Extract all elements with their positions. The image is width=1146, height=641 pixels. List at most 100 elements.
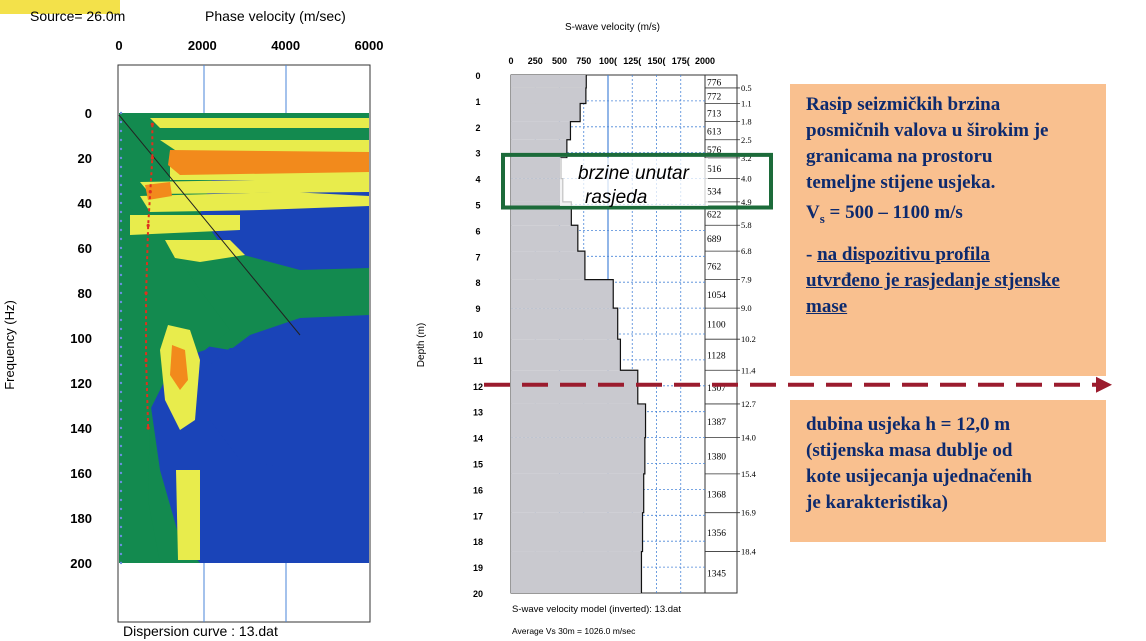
callout-bottom-line4: je karakteristika) xyxy=(806,492,948,513)
depth-boundary-value: 3.2 xyxy=(741,153,752,163)
right-ytick-label: 14 xyxy=(473,434,483,444)
dispersion-curve-point xyxy=(144,291,148,295)
frequency-sample-dot xyxy=(119,300,123,304)
frequency-sample-dot xyxy=(119,309,123,313)
vs-profile-chart: S-wave velocity (m/s) 0 250 500 750 100(125(… xyxy=(416,22,1112,636)
right-ytick-label: 10 xyxy=(473,330,483,340)
frequency-sample-dot xyxy=(119,219,123,223)
right-ytick-label: 19 xyxy=(473,563,483,573)
frequency-sample-dot xyxy=(119,489,123,493)
left-ytick-label: 140 xyxy=(70,421,92,436)
frequency-sample-dot xyxy=(119,138,123,142)
right-ytick-label: 18 xyxy=(473,537,483,547)
left-ytick-label: 40 xyxy=(78,196,92,211)
vs-layer-value: 689 xyxy=(707,235,722,245)
callout-top-bullet: - na dispozitivu profila xyxy=(806,242,1094,268)
frequency-sample-dot xyxy=(119,417,123,421)
vs-range-value: = 500 – 1100 m/s xyxy=(824,202,963,223)
callout-top-line3: granicama na prostoru xyxy=(806,146,993,167)
depth-boundary-value: 14.0 xyxy=(741,433,756,443)
right-ytick-label: 12 xyxy=(473,382,483,392)
right-xtick-label: 125( xyxy=(623,56,641,66)
vs-layer-value: 622 xyxy=(707,211,722,221)
vs-layer-fill xyxy=(511,103,581,122)
vs-layer-value: 576 xyxy=(707,146,722,156)
dispersion-curve-point xyxy=(146,223,150,228)
right-xtick-label: 750 xyxy=(576,56,591,66)
frequency-sample-dot xyxy=(119,246,123,250)
frequency-sample-dot xyxy=(119,327,123,331)
depth-boundary-value: 12.7 xyxy=(741,399,756,409)
vs-layer-value: 1307 xyxy=(707,384,726,394)
vs-layer-value: 1100 xyxy=(707,321,726,331)
left-ytick-label: 100 xyxy=(70,331,92,346)
frequency-sample-dot xyxy=(119,192,123,196)
frequency-sample-dot xyxy=(119,291,123,295)
vs-layer-fill xyxy=(511,339,621,371)
vs-step-line xyxy=(560,75,647,593)
source-label: Source= 26.0m xyxy=(30,8,125,24)
frequency-sample-dot xyxy=(119,183,123,187)
vs-layer-fill xyxy=(511,75,587,88)
frequency-sample-dot xyxy=(119,129,123,133)
frequency-sample-dot xyxy=(119,165,123,169)
right-ytick-label: 16 xyxy=(473,485,483,495)
vs-layer-fill xyxy=(511,437,645,474)
right-ytick-label: 5 xyxy=(475,201,480,211)
bullet-line1: na dispozitivu profila xyxy=(817,243,990,265)
depth-boundary-value: 18.4 xyxy=(741,547,757,557)
frequency-sample-dot xyxy=(119,543,123,547)
vs-caption: S-wave velocity model (inverted): 13.dat xyxy=(512,604,681,615)
right-xtick-label: 175( xyxy=(672,56,690,66)
vs-symbol: V xyxy=(806,202,820,223)
frequency-sample-dot xyxy=(119,498,123,502)
left-ytick-label: 0 xyxy=(85,106,92,121)
callout-bottom-line1: dubina usjeka h = 12,0 m xyxy=(806,414,1011,435)
dispersion-curve-point xyxy=(144,358,148,363)
vs-layer-value: 1054 xyxy=(707,291,726,301)
right-ytick-label: 13 xyxy=(473,408,483,418)
frequency-sample-dot xyxy=(119,282,123,286)
vs-layer-fill xyxy=(511,473,644,513)
right-ytick-label: 6 xyxy=(475,226,480,236)
left-ytick-label: 180 xyxy=(70,511,92,526)
vs-layer-fill xyxy=(511,308,618,340)
heatmap-orange-band xyxy=(168,150,369,175)
frequency-sample-dot xyxy=(119,480,123,484)
right-ytick-label: 20 xyxy=(473,589,483,599)
left-ytick-label: 200 xyxy=(70,556,92,571)
vs-layer-value: 762 xyxy=(707,262,722,272)
frequency-sample-dot xyxy=(119,318,123,322)
bullet-line2: utvrđeno je rasjedanje stjenske xyxy=(806,269,1060,291)
right-ytick-label: 2 xyxy=(475,123,480,133)
frequency-sample-dot xyxy=(119,363,123,367)
left-xtick-label: 4000 xyxy=(271,38,300,53)
frequency-sample-dot xyxy=(119,345,123,349)
frequency-sample-dot xyxy=(119,507,123,511)
left-ytick-label: 20 xyxy=(78,151,92,166)
frequency-sample-dot xyxy=(119,381,123,385)
frequency-sample-dot xyxy=(119,210,123,214)
vs-average: Average Vs 30m = 1026.0 m/sec xyxy=(512,626,636,636)
dispersion-curve-point xyxy=(146,426,150,430)
bullet-line3: mase xyxy=(806,295,848,317)
callout-top-line1: Rasip seizmičkih brzina xyxy=(806,94,1001,115)
vs-layer-fill xyxy=(511,157,562,179)
right-ytick-label: 17 xyxy=(473,511,483,521)
vs-layer-value: 534 xyxy=(707,187,722,197)
bullet-dash: - xyxy=(806,243,818,265)
right-ytick-label: 11 xyxy=(473,356,483,366)
vs-label-column xyxy=(704,74,738,594)
vs-layer-value: 1345 xyxy=(707,569,726,579)
frequency-sample-dot xyxy=(119,471,123,475)
frequency-sample-dot xyxy=(119,273,123,277)
vs-layer-fill xyxy=(511,178,563,202)
frequency-sample-dot xyxy=(119,237,123,241)
vs-layer-value: 1380 xyxy=(707,453,726,463)
frequency-sample-dot xyxy=(119,264,123,268)
vs-layer-value: 772 xyxy=(707,93,722,103)
frequency-sample-dot xyxy=(119,372,123,376)
right-xtick-label: 250 xyxy=(528,56,543,66)
right-ytick-label: 7 xyxy=(475,252,480,262)
depth-boundary-value: 9.0 xyxy=(741,303,752,313)
